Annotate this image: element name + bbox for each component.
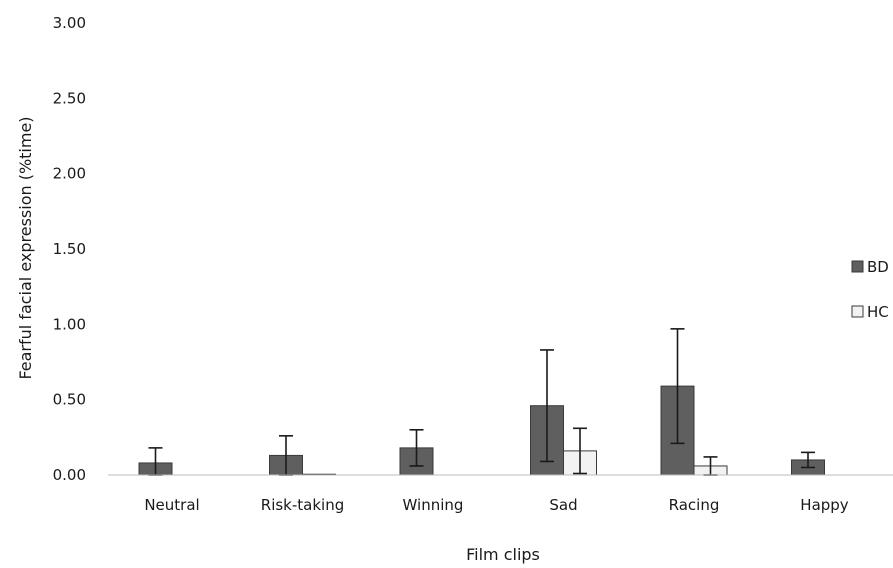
legend-item-bd: BD xyxy=(851,258,889,276)
x-axis-label: Film clips xyxy=(466,545,540,564)
legend: BD HC xyxy=(851,258,889,321)
error-bar-hc xyxy=(573,427,587,475)
x-tick-label: Neutral xyxy=(144,496,199,514)
legend-label: HC xyxy=(867,303,889,321)
legend-item-hc: HC xyxy=(851,303,889,321)
y-tick-label: 0.00 xyxy=(53,466,86,484)
y-axis-ticks: 0.00 0.50 1.00 1.50 2.00 2.50 3.00 xyxy=(53,14,86,484)
legend-label: BD xyxy=(867,258,889,276)
error-bar-bd xyxy=(409,428,424,467)
error-bar-bd xyxy=(801,451,815,469)
y-tick-label: 3.00 xyxy=(53,14,86,32)
x-tick-label: Racing xyxy=(669,496,720,514)
legend-swatch xyxy=(851,305,864,318)
x-tick-label: Risk-taking xyxy=(261,496,344,514)
y-tick-label: 1.00 xyxy=(53,315,86,333)
legend-swatch xyxy=(851,260,864,273)
error-bars xyxy=(148,328,815,476)
error-bar-bd xyxy=(540,349,554,463)
error-bar-bd xyxy=(670,328,685,445)
y-tick-label: 2.50 xyxy=(53,89,86,107)
y-axis-label: Fearful facial expression (%time) xyxy=(16,116,35,379)
y-tick-label: 0.50 xyxy=(53,391,86,409)
y-tick-label: 1.50 xyxy=(53,240,86,258)
x-tick-label: Sad xyxy=(549,496,577,514)
y-tick-label: 2.00 xyxy=(53,165,86,183)
bars xyxy=(138,385,825,476)
x-tick-label: Happy xyxy=(800,496,849,514)
x-tick-label: Winning xyxy=(403,496,464,514)
x-axis-ticks: NeutralRisk-takingWinningSadRacingHappyS… xyxy=(144,496,849,514)
